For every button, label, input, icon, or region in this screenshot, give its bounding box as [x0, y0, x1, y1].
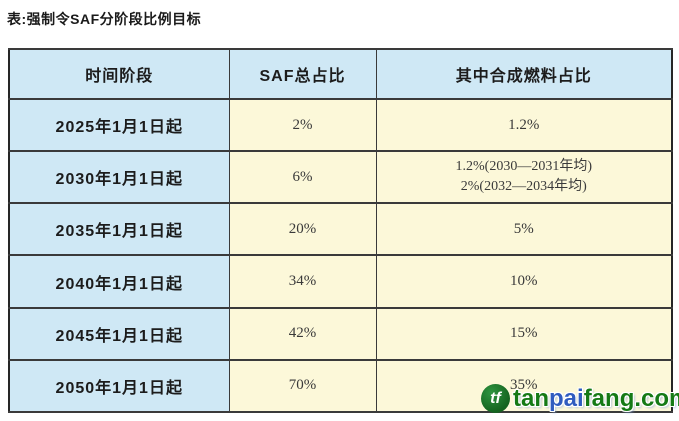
saf-share-cell: 42%	[228, 306, 377, 361]
table-row: 2035年1月1日起 20% 5%	[8, 202, 673, 257]
saf-targets-table: 时间阶段 SAF总占比 其中合成燃料占比 2025年1月1日起 2% 1.2% …	[8, 48, 673, 414]
phase-cell: 2035年1月1日起	[8, 202, 230, 257]
table-row: 2025年1月1日起 2% 1.2%	[8, 97, 673, 153]
synthetic-share-cell: 15%	[375, 306, 673, 361]
col-header-synthetic-fuel-share: 其中合成燃料占比	[375, 48, 673, 100]
tanpaifang-watermark: tf tanpaifang.com	[481, 384, 679, 413]
phase-cell: 2040年1月1日起	[8, 254, 230, 309]
watermark-text-tan: tan	[513, 384, 549, 412]
col-header-saf-total-share: SAF总占比	[228, 48, 377, 100]
phase-cell: 2030年1月1日起	[8, 150, 230, 205]
table-row: 2040年1月1日起 34% 10%	[8, 254, 673, 309]
col-header-time-phase: 时间阶段	[8, 48, 230, 100]
watermark-text-pai: pai	[549, 384, 584, 412]
table-row: 2045年1月1日起 42% 15%	[8, 306, 673, 361]
synthetic-share-line-1: 1.2%(2030—2031年均)	[455, 158, 593, 174]
watermark-text-fangcom: fang.com	[583, 384, 679, 412]
watermark-text: tanpaifang.com	[513, 385, 679, 413]
saf-share-cell: 70%	[228, 358, 377, 414]
tanpaifang-logo-icon: tf	[481, 384, 510, 413]
synthetic-share-cell: 5%	[375, 202, 673, 257]
saf-share-cell: 6%	[228, 150, 377, 205]
saf-share-cell: 20%	[228, 202, 377, 257]
synthetic-share-line-2: 2%(2032—2034年均)	[460, 179, 587, 195]
saf-share-cell: 34%	[228, 254, 377, 309]
synthetic-share-cell: 1.2%	[375, 97, 673, 153]
header-row: 时间阶段 SAF总占比 其中合成燃料占比	[8, 48, 673, 100]
phase-cell: 2045年1月1日起	[8, 306, 230, 361]
table-row: 2050年1月1日起 70% 35%	[8, 358, 673, 414]
table-row: 2030年1月1日起 6% 1.2%(2030—2031年均) 2%(2032—…	[8, 150, 673, 205]
phase-cell: 2025年1月1日起	[8, 97, 230, 153]
saf-share-cell: 2%	[228, 97, 377, 153]
synthetic-share-cell: 35%	[375, 358, 673, 414]
synthetic-share-cell: 1.2%(2030—2031年均) 2%(2032—2034年均)	[375, 150, 673, 205]
table-caption: 表:强制令SAF分阶段比例目标	[7, 11, 202, 27]
synthetic-share-cell: 10%	[375, 254, 673, 309]
phase-cell: 2050年1月1日起	[8, 358, 230, 414]
